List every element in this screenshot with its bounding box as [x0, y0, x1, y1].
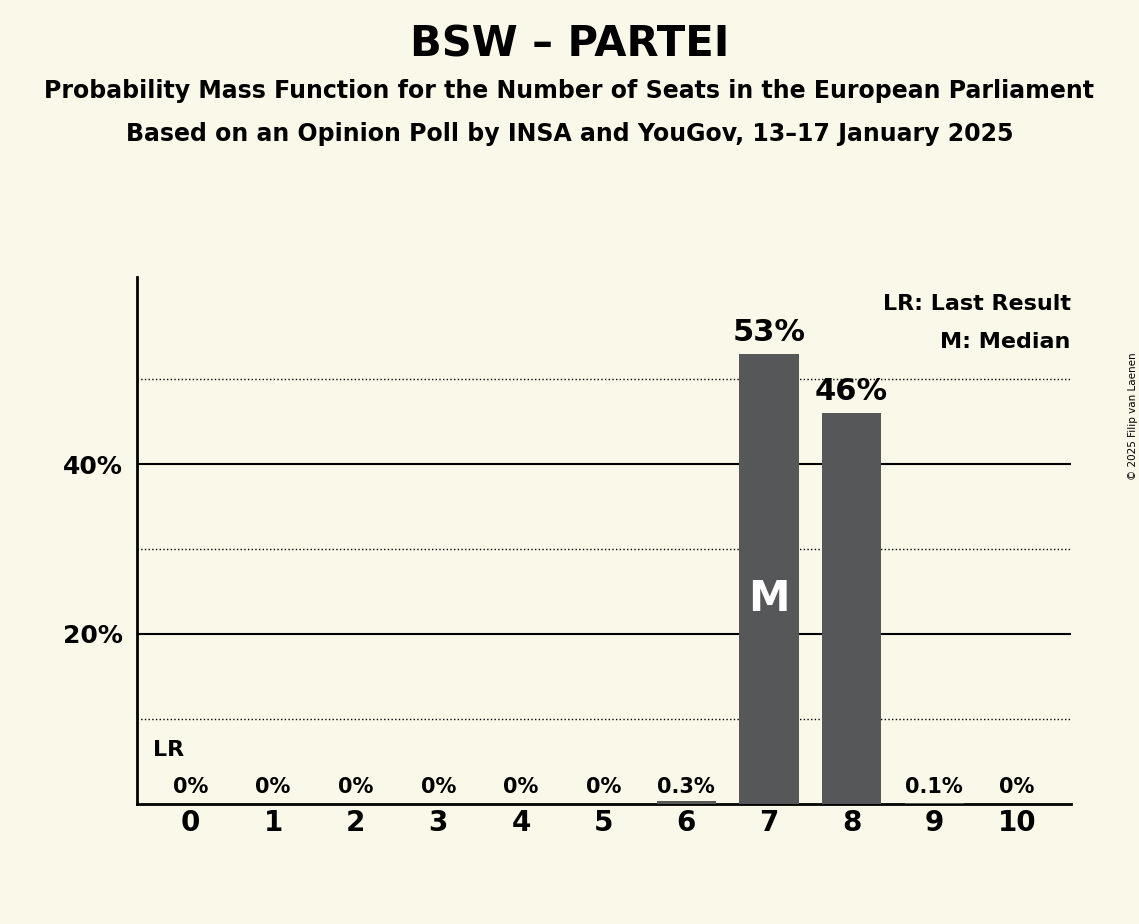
- Text: M: Median: M: Median: [941, 333, 1071, 352]
- Text: LR: Last Result: LR: Last Result: [883, 294, 1071, 314]
- Bar: [739, 354, 798, 804]
- Text: 0%: 0%: [255, 777, 290, 797]
- Text: 0%: 0%: [585, 777, 622, 797]
- Bar: [656, 801, 716, 804]
- Text: M: M: [748, 578, 789, 620]
- Text: Probability Mass Function for the Number of Seats in the European Parliament: Probability Mass Function for the Number…: [44, 79, 1095, 103]
- Text: BSW – PARTEI: BSW – PARTEI: [410, 23, 729, 65]
- Text: LR: LR: [154, 740, 185, 760]
- Text: 0%: 0%: [999, 777, 1034, 797]
- Text: Based on an Opinion Poll by INSA and YouGov, 13–17 January 2025: Based on an Opinion Poll by INSA and You…: [125, 122, 1014, 146]
- Text: 46%: 46%: [816, 377, 888, 407]
- Bar: [822, 413, 882, 804]
- Text: 0.1%: 0.1%: [906, 777, 964, 797]
- Text: 0%: 0%: [338, 777, 374, 797]
- Text: 0%: 0%: [173, 777, 208, 797]
- Text: 0%: 0%: [420, 777, 456, 797]
- Text: 0%: 0%: [503, 777, 539, 797]
- Text: 53%: 53%: [732, 318, 805, 346]
- Text: © 2025 Filip van Laenen: © 2025 Filip van Laenen: [1129, 352, 1138, 480]
- Text: 0.3%: 0.3%: [657, 777, 715, 797]
